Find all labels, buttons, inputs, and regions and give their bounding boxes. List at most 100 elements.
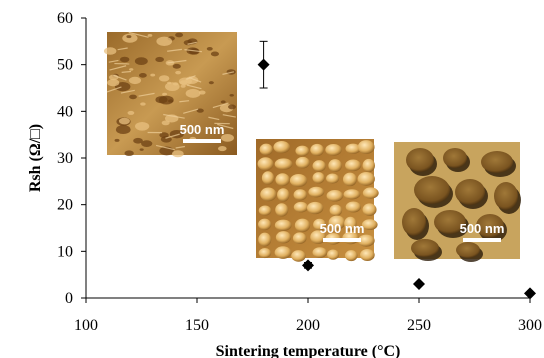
afm-fiber — [175, 145, 185, 149]
afm-grain — [291, 250, 306, 262]
afm-grain — [221, 133, 234, 142]
afm-grain — [172, 63, 181, 69]
afm-grain — [198, 90, 206, 95]
afm-image-mid-temp: 500 nm — [256, 139, 379, 262]
afm-grain — [150, 73, 156, 77]
afm-grain — [293, 201, 309, 213]
afm-fiber — [120, 89, 135, 94]
afm-fiber — [109, 65, 127, 71]
afm-grain — [357, 140, 375, 155]
afm-grain — [217, 146, 227, 152]
afm-fiber — [167, 59, 187, 64]
afm-grain — [274, 219, 292, 231]
data-point — [302, 259, 314, 272]
afm-fiber — [165, 133, 180, 139]
afm-grain — [134, 57, 148, 65]
afm-grain — [342, 172, 357, 187]
afm-grain — [357, 172, 375, 186]
x-axis-title: Sintering temperature (°C) — [216, 343, 401, 358]
afm-fiber — [113, 74, 127, 81]
afm-grain — [476, 214, 504, 238]
afm-grain — [196, 108, 204, 113]
afm-fiber — [186, 84, 202, 90]
afm-grain — [327, 249, 340, 260]
afm-grain — [261, 171, 275, 185]
afm-grain — [345, 201, 362, 213]
afm-grain — [129, 68, 134, 71]
afm-image-low-temp: 500 nm — [103, 31, 237, 158]
afm-grain — [140, 102, 146, 106]
afm-grain — [124, 150, 134, 157]
afm-grain — [494, 182, 518, 210]
afm-grain — [275, 173, 290, 187]
afm-grain — [329, 204, 343, 217]
x-tick-label: 100 — [74, 317, 98, 334]
afm-grain — [325, 143, 342, 156]
afm-grain — [259, 143, 273, 156]
afm-grain — [328, 159, 342, 173]
afm-grain — [185, 88, 201, 98]
data-point — [257, 58, 270, 71]
afm-fiber — [212, 102, 229, 109]
scale-bar-label: 500 nm — [180, 122, 225, 137]
afm-grain — [402, 208, 426, 236]
inset-images: 500 nm 500 nm 500 nm — [103, 31, 521, 262]
afm-grain — [258, 248, 272, 259]
afm-grain — [141, 140, 153, 148]
afm-fiber — [138, 92, 155, 97]
afm-grain — [313, 218, 326, 231]
afm-fiber — [155, 144, 175, 151]
afm-grain — [107, 79, 120, 87]
afm-grain — [115, 125, 131, 134]
afm-grain — [133, 137, 143, 144]
afm-grain — [258, 232, 272, 247]
afm-grain — [206, 47, 213, 51]
afm-fiber — [128, 31, 149, 38]
afm-grain — [361, 219, 378, 231]
afm-grain — [362, 158, 375, 173]
afm-grain — [175, 32, 184, 38]
afm-grain — [312, 247, 328, 258]
y-tick-label: 10 — [57, 243, 73, 260]
afm-grain — [312, 172, 325, 184]
afm-grain — [326, 190, 344, 202]
afm-grain — [406, 148, 434, 172]
afm-grain — [114, 138, 120, 142]
data-point — [413, 278, 425, 290]
afm-grain — [138, 73, 147, 78]
afm-grain — [277, 188, 290, 202]
afm-fiber — [106, 86, 122, 93]
afm-grain — [126, 35, 132, 39]
afm-fiber — [183, 108, 199, 114]
afm-grain — [455, 179, 485, 205]
afm-fiber — [108, 59, 119, 63]
afm-grain — [158, 75, 170, 82]
afm-grain — [308, 186, 325, 198]
afm-grain — [229, 93, 234, 97]
afm-grain — [289, 173, 308, 188]
afm-fiber — [208, 116, 220, 121]
afm-grain — [175, 70, 182, 75]
afm-grain — [295, 156, 310, 169]
afm-grain — [260, 187, 277, 202]
x-tick-label: 250 — [407, 317, 431, 334]
afm-grain — [228, 104, 237, 110]
afm-fiber — [187, 41, 197, 45]
afm-grain — [273, 140, 291, 154]
afm-grain — [258, 205, 272, 216]
afm-grain — [306, 201, 324, 215]
afm-grain — [220, 100, 226, 104]
afm-grain — [360, 248, 375, 262]
afm-grain — [158, 95, 174, 105]
afm-grain — [326, 173, 340, 184]
afm-grain — [310, 230, 326, 244]
afm-grain — [275, 231, 292, 244]
afm-grain — [164, 82, 180, 91]
afm-grain — [434, 210, 466, 234]
data-point — [524, 287, 536, 300]
scale-bar-label: 500 nm — [320, 221, 365, 236]
afm-grain — [411, 239, 439, 257]
afm-fiber — [167, 48, 182, 52]
afm-fiber — [222, 71, 235, 75]
